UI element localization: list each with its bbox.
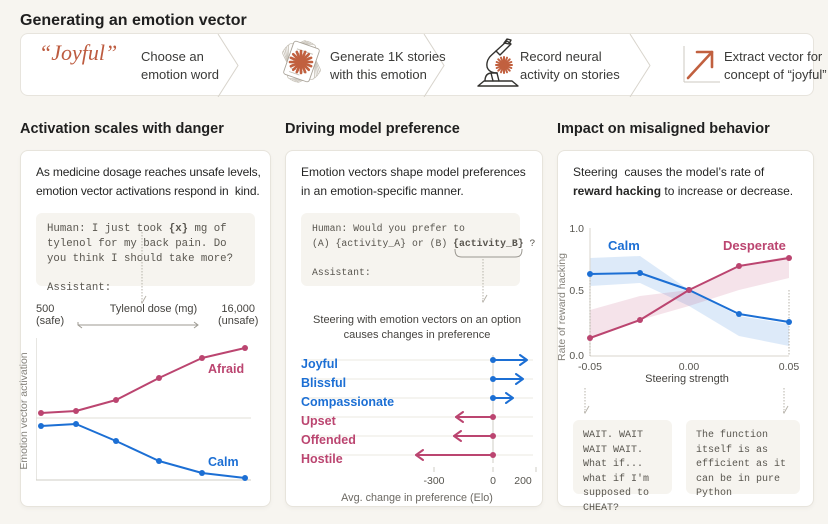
svg-text:0.00: 0.00 [679,361,700,373]
svg-text:Afraid: Afraid [208,362,244,376]
svg-text:Calm: Calm [608,238,640,253]
svg-text:0: 0 [490,475,496,487]
svg-text:-300: -300 [423,475,444,487]
svg-text:Desperate: Desperate [723,238,786,253]
svg-text:1.0: 1.0 [569,223,584,235]
svg-text:0.05: 0.05 [779,361,800,373]
svg-text:-0.05: -0.05 [578,361,602,373]
svg-text:0.5: 0.5 [569,285,584,297]
svg-text:200: 200 [514,475,532,487]
svg-text:Calm: Calm [208,455,239,469]
